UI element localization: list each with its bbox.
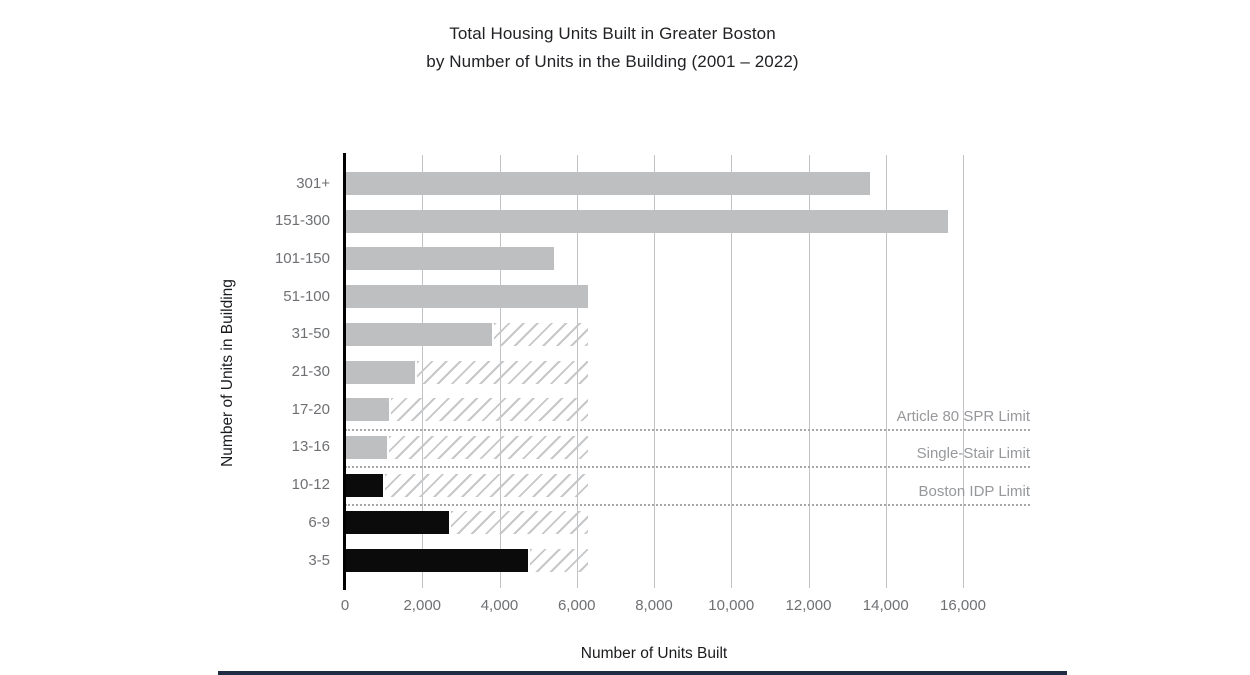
limit-line-label: Boston IDP Limit xyxy=(918,482,1030,500)
y-tick-label: 10-12 xyxy=(291,476,330,494)
bar-13-16 xyxy=(345,435,387,459)
y-tick-label: 31-50 xyxy=(291,325,330,343)
plot-area: 301+ 151-300 101-150 51-100 31-50 21-30 17-20 1… xyxy=(275,153,1030,614)
y-axis-line xyxy=(343,153,346,590)
x-axis-title: Number of Units Built xyxy=(580,645,728,662)
bar-31-50 xyxy=(345,322,492,346)
chart-title-line2: by Number of Units in the Building (2001… xyxy=(426,52,799,71)
chart-title: Total Housing Units Built in Greater Bos… xyxy=(0,20,1225,76)
x-tick-label: 2,000 xyxy=(403,597,442,614)
y-tick-label: 17-20 xyxy=(291,400,330,418)
gridline xyxy=(885,155,887,588)
gridline xyxy=(654,155,655,588)
bar-6-9 xyxy=(345,511,450,535)
footer-strip xyxy=(218,671,1067,675)
y-tick-label: 51-100 xyxy=(283,287,330,305)
y-tick-label: 13-16 xyxy=(291,438,330,456)
bar-101-150 xyxy=(345,247,554,271)
gridline xyxy=(808,155,810,588)
hatch-31-50 xyxy=(493,322,589,346)
y-tick-label: 21-30 xyxy=(291,363,330,380)
bar-17-20 xyxy=(345,398,390,422)
y-tick-label: 301+ xyxy=(296,174,330,192)
bar-3-5 xyxy=(345,549,529,572)
bar-151-300 xyxy=(345,209,948,233)
bar-51-100 xyxy=(345,285,589,309)
hatch-10-12 xyxy=(384,473,589,497)
hatch-13-16 xyxy=(388,435,589,459)
y-tick-label: 151-300 xyxy=(274,212,330,230)
bar-10-12 xyxy=(345,473,383,497)
y-tick-label: 6-9 xyxy=(308,513,330,531)
limit-line-10-12 xyxy=(345,503,1030,506)
x-tick-label: 4,000 xyxy=(480,597,519,614)
x-tick-label: 0 xyxy=(340,597,350,614)
x-tick-label: 10,000 xyxy=(708,597,755,614)
gridline xyxy=(963,155,964,588)
bar-301+ xyxy=(345,172,871,195)
bar-21-30 xyxy=(345,360,415,384)
x-tick-label: 6,000 xyxy=(557,597,596,614)
limit-line-17-20 xyxy=(345,428,1030,431)
hatch-3-5 xyxy=(530,549,589,572)
x-tick-label: 14,000 xyxy=(862,597,909,614)
gridline xyxy=(731,155,733,588)
hatch-17-20 xyxy=(391,398,589,422)
hatch-21-30 xyxy=(416,360,589,384)
limit-line-13-16 xyxy=(345,466,1030,469)
limit-line-label: Article 80 SPR Limit xyxy=(896,407,1030,425)
x-tick-label: 16,000 xyxy=(940,597,986,614)
hatch-6-9 xyxy=(451,511,589,535)
x-tick-label: 8,000 xyxy=(635,597,673,614)
x-tick-label: 12,000 xyxy=(785,597,832,614)
limit-line-label: Single-Stair Limit xyxy=(916,445,1030,463)
chart-title-line1: Total Housing Units Built in Greater Bos… xyxy=(449,24,776,43)
y-tick-label: 101-150 xyxy=(274,249,330,267)
y-tick-label: 3-5 xyxy=(308,551,330,569)
